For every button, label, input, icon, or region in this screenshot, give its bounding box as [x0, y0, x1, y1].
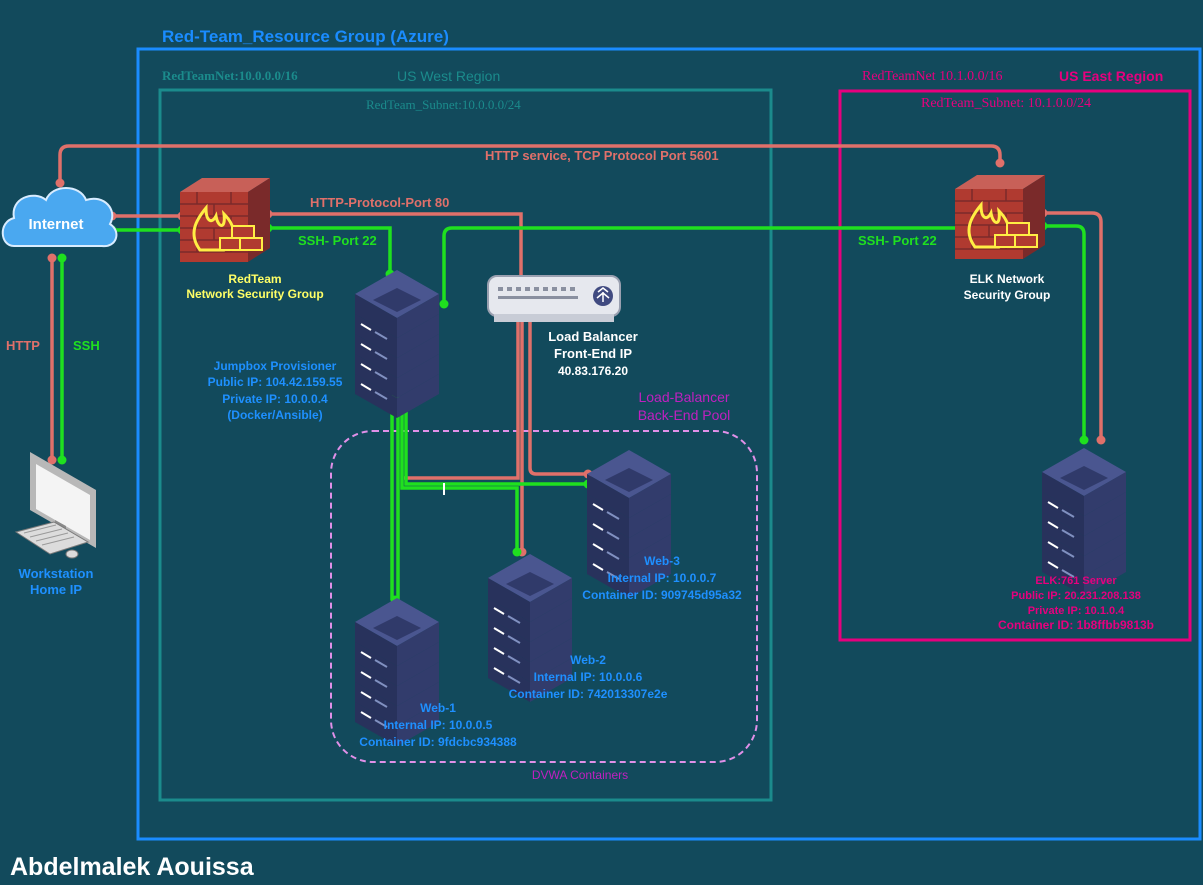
workstation-sublabel: Home IP — [30, 582, 82, 597]
pool-sublabel: Back-End Pool — [638, 407, 731, 423]
jumpbox-public-ip: Public IP: 104.42.159.55 — [208, 375, 343, 389]
workstation-label: Workstation — [19, 566, 94, 581]
web2-container: Container ID: 742013307e2e — [509, 687, 668, 701]
cloud-icon — [1, 187, 118, 248]
web3-name: Web-3 — [644, 554, 680, 568]
firewall-icon — [178, 176, 272, 264]
firewall-icon — [953, 173, 1047, 261]
workstation[interactable]: Workstation Home IP — [14, 452, 96, 597]
west-subnet-boundary — [158, 88, 773, 802]
ssh-jump-web3-line — [404, 398, 588, 486]
jumpbox-name: Jumpbox Provisioner — [214, 359, 337, 373]
web2-ip: Internal IP: 10.0.0.6 — [534, 670, 643, 684]
ssh-nsg-jumpbox-line — [268, 226, 392, 274]
nsg-west-label: RedTeam — [228, 272, 281, 286]
http-80-line — [268, 212, 523, 283]
http-lb-web1-line — [404, 322, 520, 480]
resource-group-boundary — [136, 47, 1202, 841]
pool-label: Load-Balancer — [638, 389, 729, 405]
web2-name: Web-2 — [570, 653, 606, 667]
ssh-elk-line — [1043, 224, 1086, 440]
web1-container: Container ID: 9fdcbc934388 — [359, 735, 517, 749]
ssh-east-line — [442, 226, 956, 304]
server-icon — [1041, 447, 1127, 597]
web3-container: Container ID: 909745d95a32 — [582, 588, 742, 602]
load-balancer-icon — [487, 275, 621, 322]
web1-name: Web-1 — [420, 701, 456, 715]
nsg-west-sublabel: Network Security Group — [186, 287, 323, 301]
computer-icon — [14, 452, 96, 559]
http-elk-line — [1043, 211, 1103, 440]
jumpbox-server[interactable]: Jumpbox Provisioner Public IP: 104.42.15… — [208, 269, 440, 422]
nsg-west[interactable]: RedTeam Network Security Group — [178, 176, 324, 301]
lb-ip: 40.83.176.20 — [558, 364, 628, 378]
resource-group-title: Red-Team_Resource Group (Azure) — [162, 27, 449, 46]
http-lb-web3-line — [528, 322, 588, 476]
http-label: HTTP — [6, 338, 40, 353]
west-vnet-label: RedTeamNet:10.0.0.0/16 — [162, 68, 298, 83]
web1-server[interactable]: Web-1 Internal IP: 10.0.0.5 Container ID… — [354, 597, 517, 749]
ssh-jump-web2-line — [400, 398, 519, 552]
jumpbox-note: (Docker/Ansible) — [227, 408, 322, 422]
east-subnet-label: RedTeam_Subnet: 10.1.0.0/24 — [921, 96, 1091, 111]
elk-public-ip: Public IP: 20.231.208.138 — [1011, 590, 1141, 602]
http-5601-line — [58, 144, 1002, 183]
east-subnet-boundary — [838, 89, 1192, 642]
ssh-west-label: SSH- Port 22 — [298, 233, 377, 248]
web3-server[interactable]: Web-3 Internal IP: 10.0.0.7 Container ID… — [582, 449, 742, 602]
elk-container: Container ID: 1b8ffbb9813b — [998, 618, 1154, 632]
web1-ip: Internal IP: 10.0.0.5 — [384, 718, 493, 732]
internet-label: Internet — [28, 216, 83, 233]
ssh-east-label: SSH- Port 22 — [858, 233, 937, 248]
backend-pool-boundary — [330, 430, 758, 763]
web2-server[interactable]: Web-2 Internal IP: 10.0.0.6 Container ID… — [487, 553, 668, 703]
dvwa-caption: DVWA Containers — [532, 768, 628, 782]
lb-sublabel: Front-End IP — [554, 346, 632, 361]
elk-name: ELK:761 Server — [1035, 575, 1117, 587]
http-connections — [50, 144, 1103, 552]
nsg-east-sublabel: Security Group — [964, 288, 1051, 302]
west-region-label: US West Region — [397, 68, 500, 84]
web3-ip: Internal IP: 10.0.0.7 — [608, 571, 717, 585]
http-5601-label: HTTP service, TCP Protocol Port 5601 — [485, 148, 719, 163]
http-80-label: HTTP-Protocol-Port 80 — [310, 195, 449, 210]
nsg-east-label: ELK Network — [970, 272, 1045, 286]
elk-server[interactable]: ELK:761 Server Public IP: 20.231.208.138… — [998, 447, 1154, 632]
author-name: Abdelmalek Aouissa — [10, 853, 255, 881]
jumpbox-private-ip: Private IP: 10.0.0.4 — [222, 392, 328, 406]
east-vnet-label: RedTeamNet 10.1.0.0/16 — [862, 69, 1003, 84]
load-balancer[interactable]: Load Balancer Front-End IP 40.83.176.20 — [487, 275, 638, 378]
ssh-label: SSH — [73, 338, 100, 353]
lb-label: Load Balancer — [548, 329, 638, 344]
server-icon — [354, 269, 440, 419]
west-subnet-label: RedTeam_Subnet:10.0.0.0/24 — [366, 97, 521, 112]
internet-cloud: Internet — [1, 187, 118, 248]
nsg-east[interactable]: ELK Network Security Group — [953, 173, 1051, 302]
east-region-label: US East Region — [1059, 68, 1163, 84]
elk-private-ip: Private IP: 10.1.0.4 — [1028, 605, 1125, 617]
ssh-connections — [60, 224, 1086, 600]
